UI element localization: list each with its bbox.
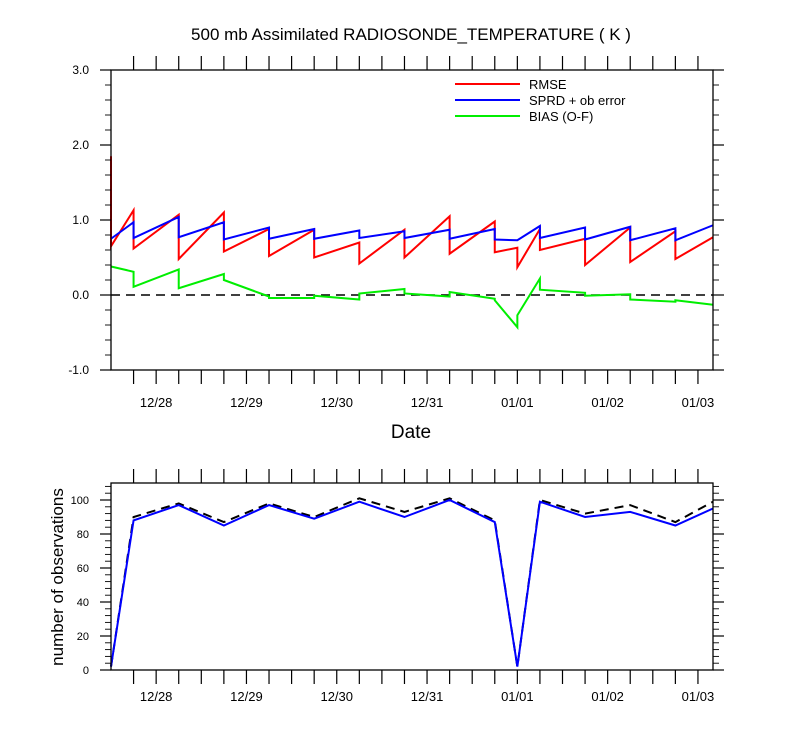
series-line-sprd-ob-error <box>110 215 714 242</box>
x-tick-label: 01/01 <box>501 395 534 410</box>
bottom-axes: 0 20 40 60 80 100 12/28 12/29 12/30 12/31 01/01 01/… <box>71 469 724 704</box>
plot-frame <box>110 482 714 671</box>
x-tick-label: 12/31 <box>411 395 444 410</box>
bottom-panel: 0 20 40 60 80 100 12/28 12/29 12/30 12/31 01/01 01/… <box>71 469 724 704</box>
legend-label-bias-o-f: BIAS (O-F) <box>529 109 593 124</box>
y-axis-label: number of observations <box>48 488 67 666</box>
x-tick-label: 12/31 <box>411 689 444 704</box>
y-tick-label: 80 <box>77 529 89 541</box>
series-line-possible-observations <box>110 497 714 667</box>
x-tick-label: 12/30 <box>320 395 353 410</box>
y-tick-label: 0 <box>83 665 89 677</box>
top-axes: -1.0 0.0 1.0 2.0 3.0 12/28 12/29 12/30 12/31 01/0… <box>68 56 724 410</box>
x-tick-label: 12/28 <box>140 689 173 704</box>
x-tick-label: 12/28 <box>140 395 173 410</box>
x-tick-label: 12/29 <box>230 689 263 704</box>
x-tick-label: 01/01 <box>501 689 534 704</box>
x-tick-label: 01/03 <box>682 395 715 410</box>
x-axis-label: Date <box>391 422 431 443</box>
bottom-series-group <box>110 497 714 667</box>
x-tick-label: 01/03 <box>682 689 715 704</box>
chart-title: 500 mb Assimilated RADIOSONDE_TEMPERATUR… <box>191 25 631 44</box>
top-series-group <box>110 156 714 331</box>
y-tick-label: -1.0 <box>68 363 89 377</box>
x-tick-label: 01/02 <box>591 395 624 410</box>
plot-frame <box>110 69 714 371</box>
y-tick-label: 20 <box>77 631 89 643</box>
y-tick-label: 40 <box>77 597 89 609</box>
y-tick-label: 0.0 <box>72 288 89 302</box>
series-line-rmse <box>110 156 714 271</box>
top-panel: -1.0 0.0 1.0 2.0 3.0 12/28 12/29 12/30 12/31 01/0… <box>68 56 724 410</box>
legend-label-sprd-ob-error: SPRD + ob error <box>529 93 626 108</box>
x-tick-label: 01/02 <box>591 689 624 704</box>
y-tick-label: 100 <box>71 495 89 507</box>
series-line-assimilated-observations <box>110 498 714 667</box>
y-tick-label: 3.0 <box>72 63 89 77</box>
series-line-bias-o-f <box>110 265 714 331</box>
y-tick-label: 1.0 <box>72 213 89 227</box>
y-tick-label: 2.0 <box>72 138 89 152</box>
y-tick-label: 60 <box>77 563 89 575</box>
legend-label-rmse: RMSE <box>529 77 567 92</box>
x-tick-label: 12/29 <box>230 395 263 410</box>
x-tick-label: 12/30 <box>320 689 353 704</box>
